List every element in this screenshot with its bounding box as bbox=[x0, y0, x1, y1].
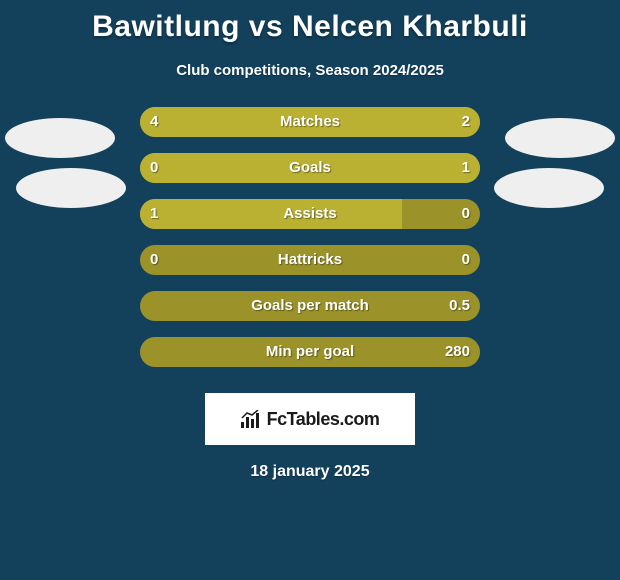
stat-value-right: 0 bbox=[462, 199, 470, 229]
chart-icon bbox=[241, 410, 263, 428]
stat-value-right: 280 bbox=[445, 337, 470, 367]
bar-track bbox=[140, 199, 480, 229]
avatar bbox=[494, 168, 604, 208]
bar-track bbox=[140, 291, 480, 321]
bar-fill-left bbox=[140, 199, 402, 229]
stat-row: Goals per match0.5 bbox=[0, 291, 620, 337]
logo-text: FcTables.com bbox=[267, 409, 380, 430]
bar-track bbox=[140, 153, 480, 183]
bar-fill-left bbox=[140, 107, 367, 137]
logo-box: FcTables.com bbox=[205, 393, 415, 445]
stat-value-left: 4 bbox=[150, 107, 158, 137]
stat-value-left: 1 bbox=[150, 199, 158, 229]
subtitle: Club competitions, Season 2024/2025 bbox=[0, 62, 620, 79]
bar-track bbox=[140, 337, 480, 367]
stat-row: Min per goal280 bbox=[0, 337, 620, 383]
avatar bbox=[5, 118, 115, 158]
stat-value-left: 0 bbox=[150, 153, 158, 183]
stat-value-right: 2 bbox=[462, 107, 470, 137]
stat-value-right: 0 bbox=[462, 245, 470, 275]
bar-track bbox=[140, 107, 480, 137]
stat-row: Hattricks00 bbox=[0, 245, 620, 291]
page-title: Bawitlung vs Nelcen Kharbuli bbox=[0, 0, 620, 44]
date-label: 18 january 2025 bbox=[0, 463, 620, 481]
bar-track bbox=[140, 245, 480, 275]
avatar bbox=[505, 118, 615, 158]
stat-value-right: 1 bbox=[462, 153, 470, 183]
stat-value-left: 0 bbox=[150, 245, 158, 275]
bar-fill-right bbox=[201, 153, 480, 183]
avatar bbox=[16, 168, 126, 208]
stat-value-right: 0.5 bbox=[449, 291, 470, 321]
